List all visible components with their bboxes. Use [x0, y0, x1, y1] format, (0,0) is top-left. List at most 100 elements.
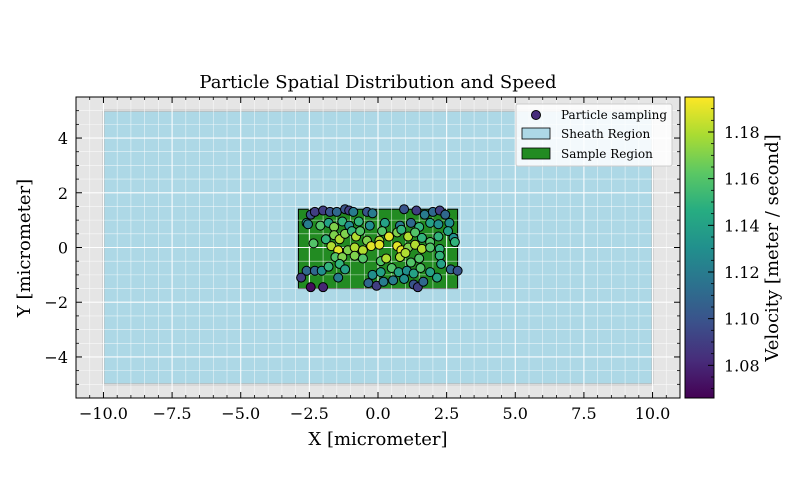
x-tick-label: 0.0: [365, 404, 390, 423]
y-tick-label: 2: [58, 184, 68, 203]
colorbar-tick-label: 1.08: [724, 356, 760, 375]
x-tick-label: 7.5: [571, 404, 596, 423]
particle-point: [355, 226, 366, 237]
particle-point: [305, 282, 316, 293]
particle-point: [452, 265, 463, 276]
particle-point: [377, 226, 388, 237]
particle-point: [320, 234, 331, 245]
particle-point: [408, 268, 419, 279]
particle-point: [416, 232, 427, 243]
particle-point: [323, 261, 334, 272]
colorbar: 1.08 1.10 1.12 1.14 1.16 1.18 Velocity [meter…: [684, 96, 783, 399]
particle-point: [418, 276, 429, 287]
colorbar-ticks: 1.08 1.10 1.12 1.14 1.16 1.18: [708, 96, 760, 390]
particle-point: [425, 217, 436, 228]
colorbar-tick-label: 1.10: [724, 310, 760, 329]
particle-point: [405, 257, 416, 268]
particle-point: [388, 275, 399, 286]
y-tick-label: −2: [44, 293, 68, 312]
particle-point: [440, 209, 451, 220]
particle-point: [363, 278, 374, 289]
particle-point: [415, 263, 426, 274]
particle-point: [374, 239, 385, 250]
particle-point: [405, 217, 416, 228]
particle-point: [433, 231, 444, 242]
particle-point: [414, 253, 425, 264]
particle-point: [379, 217, 390, 228]
particle-point: [349, 250, 360, 261]
particle-point: [331, 206, 342, 217]
particle-point: [411, 205, 422, 216]
x-axis: −10.0 −7.5 −5.0 −2.5 0.0 2.5 5.0 7.5 10.0: [75, 97, 681, 423]
particle-point: [367, 208, 378, 219]
colorbar-tick-label: 1.12: [724, 263, 760, 282]
particle-point: [425, 267, 436, 278]
points-layer: [296, 204, 463, 293]
x-tick-label: 5.0: [503, 404, 528, 423]
colorbar-tick-label: 1.16: [724, 170, 760, 189]
particle-point: [357, 253, 368, 264]
particle-point: [436, 258, 447, 269]
particle-point: [400, 247, 411, 258]
particle-point: [308, 238, 319, 249]
particle-point: [364, 220, 375, 231]
particle-point: [444, 217, 455, 228]
particle-point: [309, 206, 320, 217]
colorbar-label: Velocity [meter / second]: [762, 134, 783, 362]
particle-point: [349, 242, 360, 253]
colorbar-tick-label: 1.14: [724, 216, 760, 235]
particle-point: [443, 226, 454, 237]
particle-point: [425, 242, 436, 253]
legend-patch-sample: [521, 147, 551, 160]
particle-point: [399, 204, 410, 215]
colorbar-tick-label: 1.18: [724, 123, 760, 142]
particle-point: [449, 237, 460, 248]
particle-point: [378, 276, 389, 287]
particle-point: [432, 272, 443, 283]
legend-marker-particle: [531, 110, 541, 120]
particle-point: [296, 272, 307, 283]
particle-point: [419, 209, 430, 220]
legend: Particle sampling Sheath Region Sample R…: [515, 103, 673, 167]
particle-point: [348, 206, 359, 217]
particle-point: [375, 267, 386, 278]
particle-point: [433, 219, 444, 230]
particle-point: [367, 269, 378, 280]
particle-point: [302, 219, 313, 230]
particle-point: [357, 245, 368, 256]
y-axis: −4 −2 0 2 4: [44, 96, 680, 399]
particle-point: [329, 221, 340, 232]
particle-point: [383, 231, 394, 242]
particle-point: [434, 250, 445, 261]
particle-point: [366, 241, 377, 252]
x-tick-label: −7.5: [153, 404, 192, 423]
y-tick-label: 0: [58, 239, 68, 258]
y-tick-label: −4: [44, 348, 68, 367]
x-tick-label: −2.5: [290, 404, 329, 423]
particle-point: [340, 264, 351, 275]
x-tick-label: −5.0: [221, 404, 260, 423]
y-tick-label: 4: [58, 129, 68, 148]
legend-patch-sheath: [521, 127, 551, 140]
y-axis-label: Y [micrometer]: [14, 179, 35, 318]
legend-label-particle: Particle sampling: [561, 108, 667, 122]
particle-point: [381, 253, 392, 264]
particle-point: [399, 273, 410, 284]
particle-point: [416, 243, 427, 254]
x-axis-label: X [micrometer]: [308, 429, 447, 450]
chart-title: Particle Spatial Distribution and Speed: [199, 72, 556, 93]
particle-point: [333, 272, 344, 283]
particle-point: [410, 227, 421, 238]
legend-label-sample: Sample Region: [561, 147, 653, 161]
particle-point: [396, 224, 407, 235]
x-tick-label: 10.0: [635, 404, 671, 423]
x-tick-label: −10.0: [79, 404, 128, 423]
particle-point: [315, 220, 326, 231]
colorbar-gradient: [684, 96, 715, 399]
legend-label-sheath: Sheath Region: [561, 127, 650, 141]
particle-point: [353, 216, 364, 227]
legend-box: [515, 103, 673, 167]
x-tick-label: 2.5: [434, 404, 459, 423]
particle-point: [318, 282, 329, 293]
